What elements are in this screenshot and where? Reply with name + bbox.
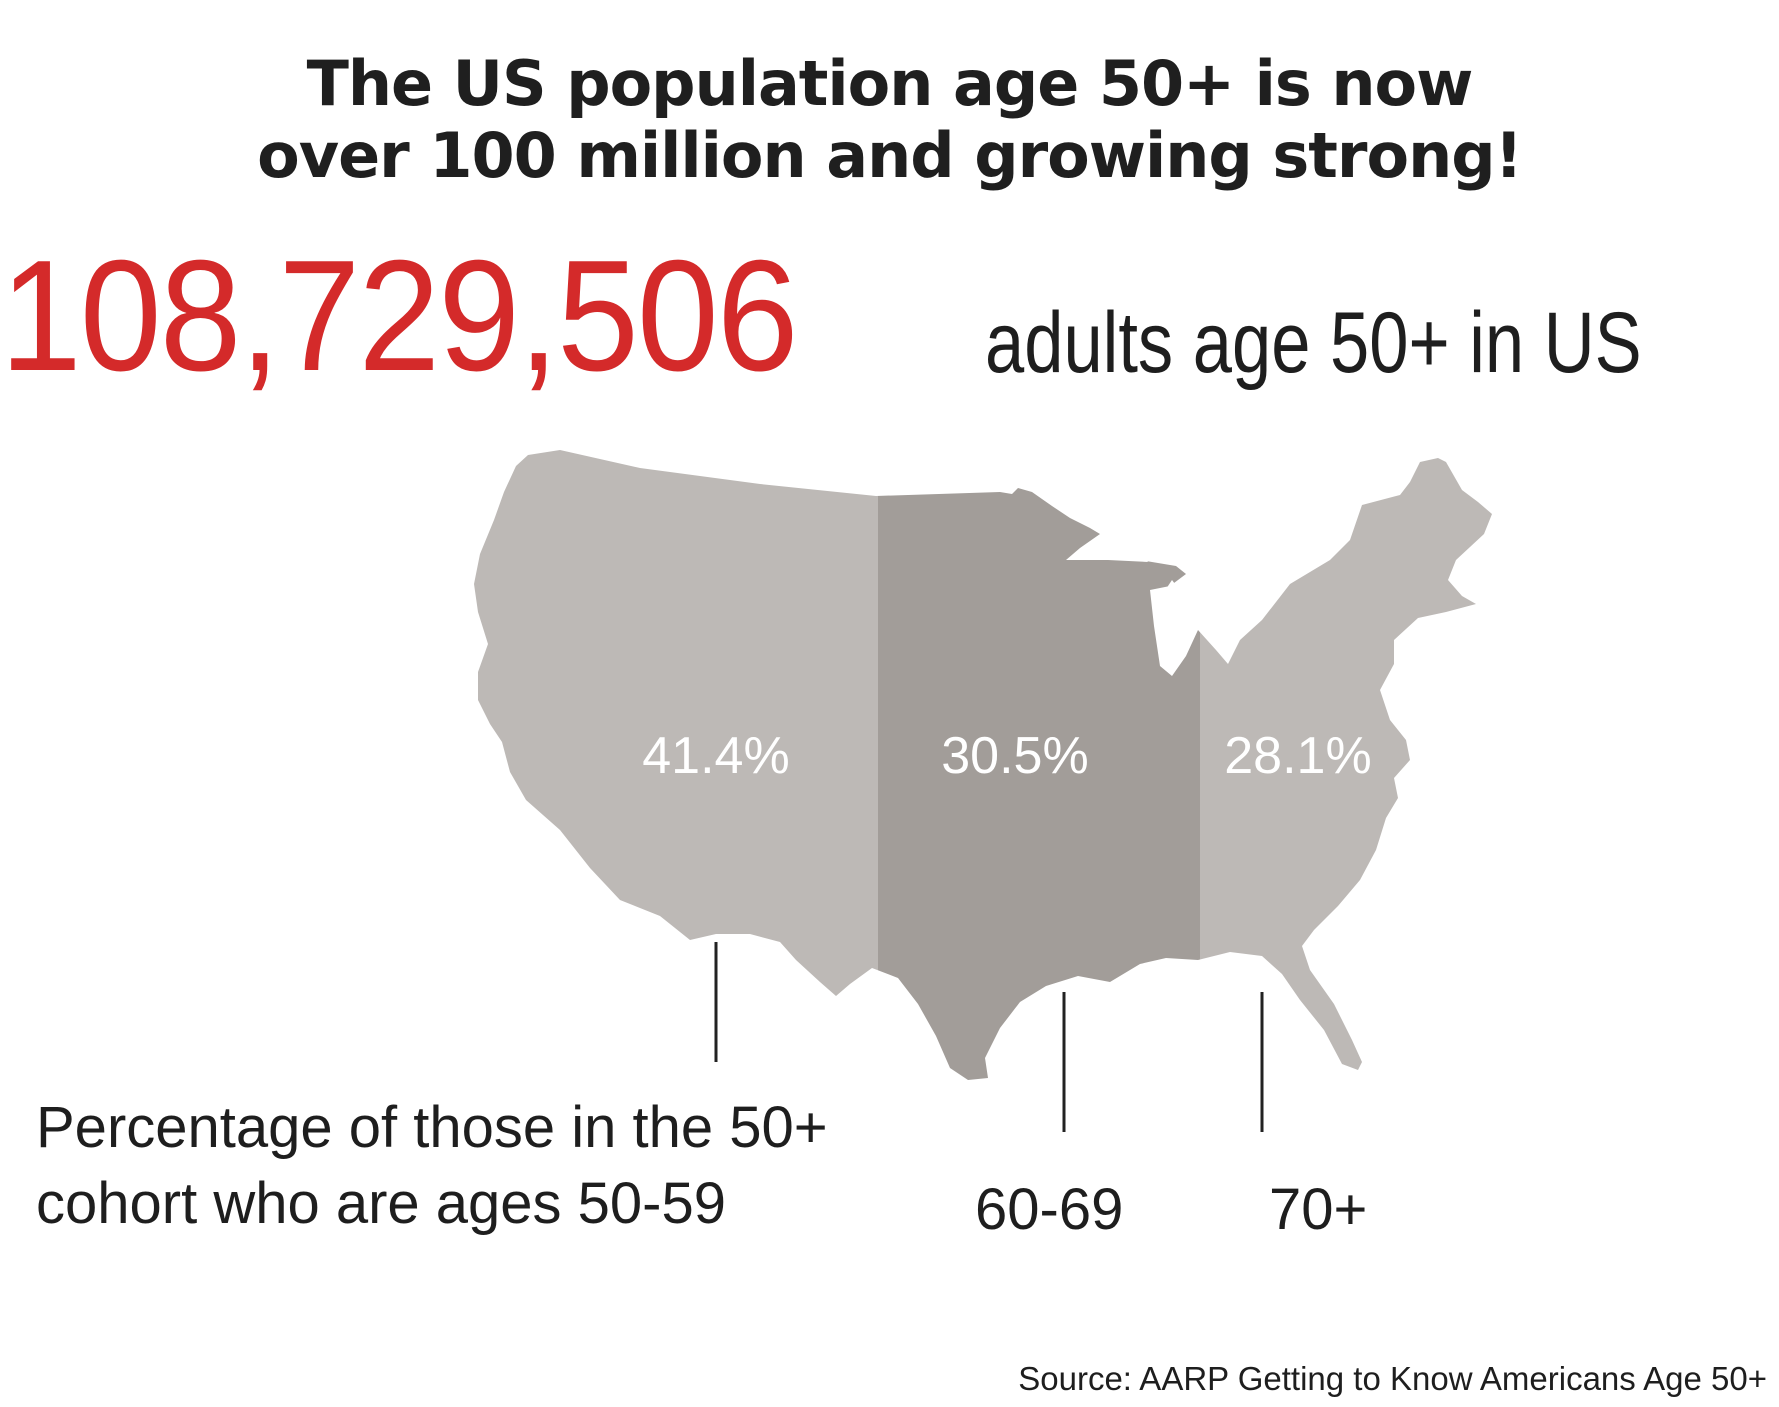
legend-description: Percentage of those in the 50+ cohort wh… [36, 1090, 828, 1242]
legend-line-2: cohort who are ages 50-59 [36, 1171, 726, 1236]
region-east-percent: 28.1% [1224, 727, 1371, 785]
total-population-number: 108,729,506 [0, 228, 799, 404]
source-citation: Source: AARP Getting to Know Americans A… [1018, 1360, 1767, 1397]
total-population-caption: adults age 50+ in US [985, 295, 1642, 391]
lake-superior [1100, 548, 1148, 562]
region-west-percent: 41.4% [642, 727, 789, 785]
lake-michigan [1160, 580, 1184, 672]
headline-line-1: The US population age 50+ is now [306, 47, 1474, 120]
age-label-60-69: 60-69 [975, 1177, 1124, 1242]
region-central-percent: 30.5% [941, 727, 1088, 785]
legend-line-1: Percentage of those in the 50+ [36, 1095, 828, 1160]
headline-line-2: over 100 million and growing strong! [257, 119, 1523, 192]
headline: The US population age 50+ is now over 10… [0, 48, 1779, 192]
region-west [474, 450, 878, 1080]
age-label-70-plus: 70+ [1269, 1177, 1368, 1242]
